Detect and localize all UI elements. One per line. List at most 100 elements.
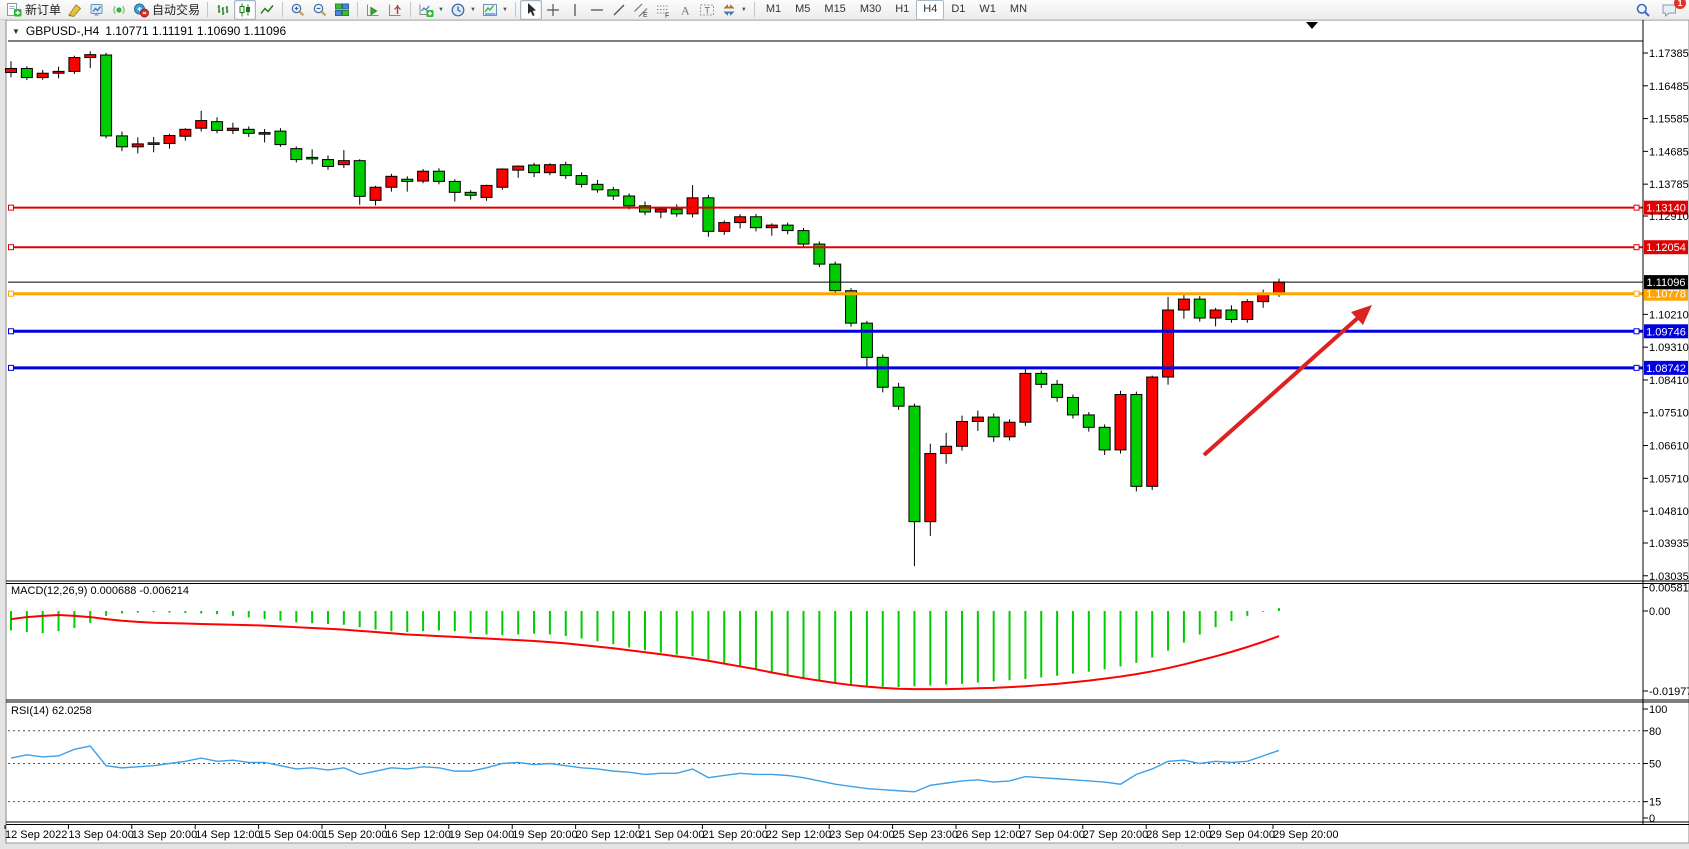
candle[interactable] xyxy=(1019,369,1032,426)
candle[interactable] xyxy=(1082,412,1095,432)
candle[interactable] xyxy=(813,241,826,268)
period-button[interactable]: ▼ xyxy=(447,0,479,20)
candle[interactable] xyxy=(322,155,334,170)
candle[interactable] xyxy=(654,206,667,219)
level-line-1.10778[interactable]: 1.10778 xyxy=(8,286,1688,301)
candle[interactable] xyxy=(591,179,604,193)
chart-shift-button[interactable] xyxy=(384,0,406,20)
candle[interactable] xyxy=(84,51,97,69)
line-chart-button[interactable] xyxy=(256,0,278,20)
candle[interactable] xyxy=(274,128,287,147)
candle[interactable] xyxy=(1035,370,1048,388)
candle[interactable] xyxy=(1066,394,1079,419)
candlestick-chart-button[interactable] xyxy=(234,0,257,20)
fibonacci-button[interactable]: F xyxy=(652,0,674,20)
candle[interactable] xyxy=(781,222,794,235)
candle[interactable] xyxy=(1209,307,1222,327)
candle[interactable] xyxy=(353,159,366,205)
candle[interactable] xyxy=(749,213,762,232)
candle[interactable] xyxy=(306,149,319,165)
arrows-button[interactable]: ▼ xyxy=(718,0,750,20)
timeframe-w1-button[interactable]: W1 xyxy=(979,2,996,15)
candle[interactable] xyxy=(179,128,192,141)
level-line-1.09746[interactable]: 1.09746 xyxy=(8,324,1688,339)
zoom-out-button[interactable] xyxy=(309,0,331,20)
candle[interactable] xyxy=(115,131,128,152)
candle[interactable] xyxy=(702,194,715,237)
candle[interactable] xyxy=(417,169,430,184)
auto-scroll-button[interactable] xyxy=(362,0,384,20)
candle[interactable] xyxy=(258,128,271,143)
candle[interactable] xyxy=(337,150,350,168)
candle[interactable] xyxy=(1114,390,1127,454)
candle[interactable] xyxy=(512,165,525,178)
text-label-button[interactable]: T xyxy=(696,0,718,20)
timeframe-d1-button[interactable]: D1 xyxy=(951,2,966,15)
candle[interactable] xyxy=(1177,294,1190,319)
candle[interactable] xyxy=(131,137,144,154)
crosshair-button[interactable] xyxy=(542,0,564,20)
candle[interactable] xyxy=(1098,424,1111,456)
candle[interactable] xyxy=(686,185,699,218)
timeframe-h4-button[interactable]: H4 xyxy=(916,0,945,20)
candle[interactable] xyxy=(956,415,968,451)
candle[interactable] xyxy=(68,55,81,74)
candle[interactable] xyxy=(1003,419,1016,441)
candle[interactable] xyxy=(860,320,873,368)
trendline-button[interactable] xyxy=(608,0,630,20)
candle[interactable] xyxy=(1193,296,1206,322)
candle[interactable] xyxy=(908,403,921,567)
candle[interactable] xyxy=(543,163,556,176)
level-line-1.13140[interactable]: 1.13140 xyxy=(8,200,1688,215)
timeframe-m5-button[interactable]: M5 xyxy=(795,2,811,15)
signals-button[interactable] xyxy=(108,0,130,20)
mql-editor-button[interactable] xyxy=(64,0,86,20)
cursor-button[interactable] xyxy=(519,0,542,20)
candle[interactable] xyxy=(211,117,224,134)
candle[interactable] xyxy=(718,220,731,235)
candle[interactable] xyxy=(670,204,683,217)
timeframe-m1-button[interactable]: M1 xyxy=(765,2,782,15)
candle[interactable] xyxy=(1225,305,1238,323)
candle[interactable] xyxy=(432,168,445,185)
chart-shift-marker[interactable] xyxy=(1306,22,1318,29)
auto-trading-button[interactable]: 自动交易 xyxy=(130,0,203,20)
candle[interactable] xyxy=(52,66,65,79)
search-button[interactable] xyxy=(1632,0,1654,20)
candle[interactable] xyxy=(496,168,509,190)
candle[interactable] xyxy=(829,261,842,294)
horizontal-line-button[interactable] xyxy=(586,0,608,20)
candle[interactable] xyxy=(987,413,1000,442)
candle[interactable] xyxy=(1241,299,1254,323)
candle[interactable] xyxy=(971,410,984,431)
candle[interactable] xyxy=(5,61,17,78)
tile-windows-button[interactable] xyxy=(331,0,353,20)
candle[interactable] xyxy=(924,443,937,536)
template-button[interactable]: ▼ xyxy=(479,0,511,20)
candle[interactable] xyxy=(448,179,461,202)
candle[interactable] xyxy=(734,214,747,229)
candle[interactable] xyxy=(242,126,255,137)
candle[interactable] xyxy=(226,122,239,135)
candle[interactable] xyxy=(100,52,113,139)
candle[interactable] xyxy=(369,185,382,206)
trend-arrow-annotation[interactable] xyxy=(1202,305,1372,457)
candle[interactable] xyxy=(528,162,541,178)
text-button[interactable]: A xyxy=(674,0,696,20)
candle[interactable] xyxy=(480,184,493,201)
candle[interactable] xyxy=(385,173,398,192)
candle[interactable] xyxy=(797,228,810,248)
candle[interactable] xyxy=(1146,375,1159,490)
candle[interactable] xyxy=(464,190,477,200)
candle[interactable] xyxy=(401,176,414,192)
candle[interactable] xyxy=(147,136,160,153)
candle[interactable] xyxy=(1162,296,1175,385)
candle[interactable] xyxy=(892,382,905,410)
candle[interactable] xyxy=(163,133,176,149)
zoom-in-button[interactable] xyxy=(287,0,309,20)
candle[interactable] xyxy=(195,110,208,132)
candle[interactable] xyxy=(1051,379,1064,402)
candle[interactable] xyxy=(940,432,953,464)
timeframe-mn-button[interactable]: MN xyxy=(1009,2,1028,15)
